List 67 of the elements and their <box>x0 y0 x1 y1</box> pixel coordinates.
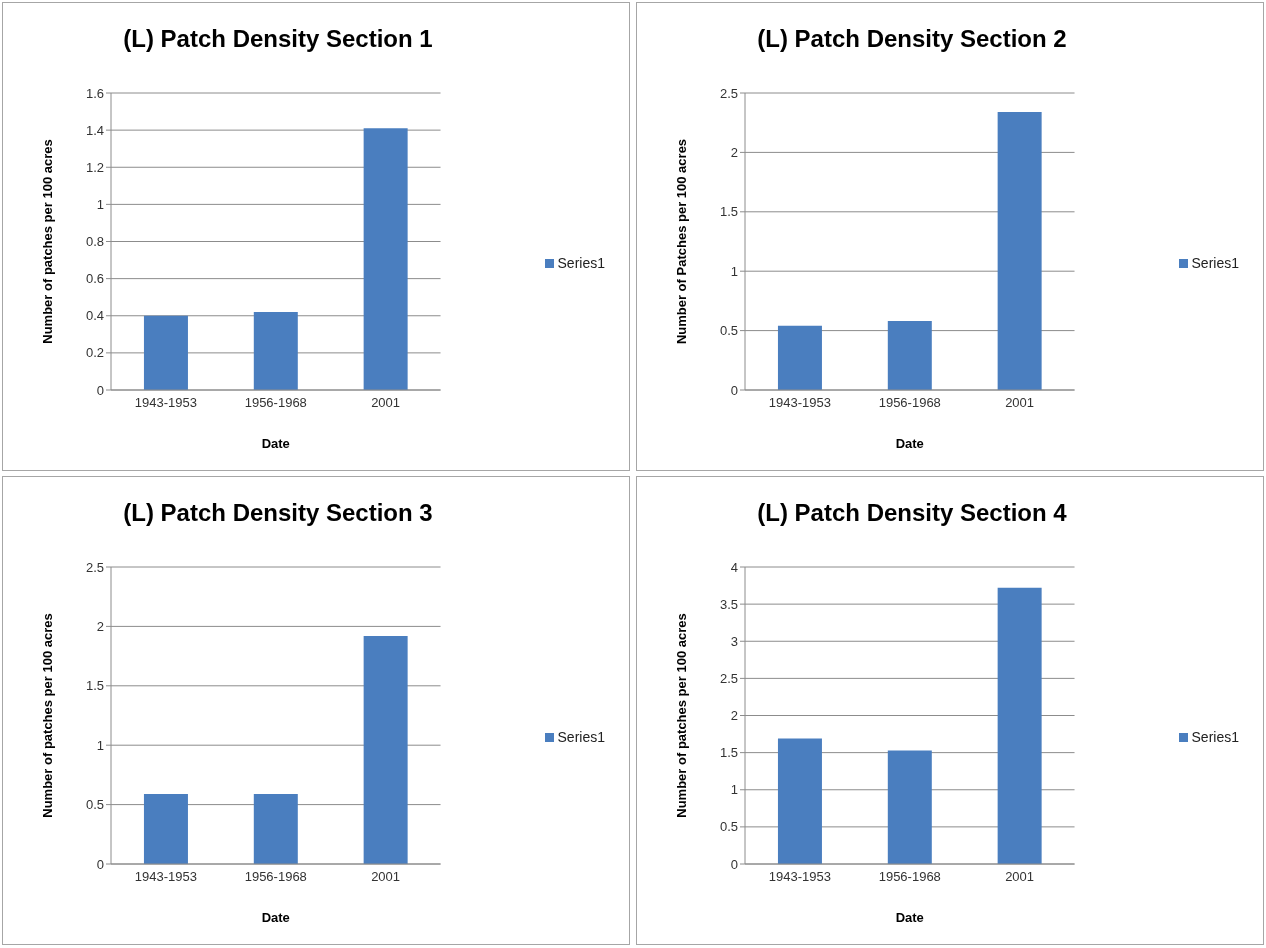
y-axis-title: Number of Patches per 100 acres <box>673 138 689 345</box>
y-tick-label: 0.4 <box>85 308 104 324</box>
y-tick-label: 1.5 <box>719 745 738 761</box>
legend-label: Series1 <box>557 254 605 271</box>
y-tick-label: 2.5 <box>85 559 104 575</box>
chart-title: (L) Patch Density Section 1 <box>122 25 434 53</box>
x-tick-label: 2001 <box>1005 869 1035 885</box>
y-tick-label: 1.2 <box>85 159 104 175</box>
legend-label: Series1 <box>557 728 605 745</box>
legend-label: Series1 <box>1191 254 1239 271</box>
y-tick-label: 0.2 <box>85 345 104 361</box>
bar <box>363 128 408 390</box>
bar <box>997 112 1042 390</box>
bar <box>887 750 932 864</box>
y-tick-label: 1 <box>730 263 738 279</box>
x-tick-label: 2001 <box>1005 395 1035 411</box>
y-tick-label: 0.5 <box>85 797 104 813</box>
y-tick-label: 1 <box>96 737 104 753</box>
x-axis-title: Date <box>895 910 924 925</box>
y-tick-label: 1.5 <box>85 678 104 694</box>
x-tick-label: 1956-1968 <box>244 869 307 885</box>
y-tick-label: 0 <box>96 382 104 398</box>
y-axis-title: Number of patches per 100 acres <box>39 139 55 344</box>
y-tick-label: 3.5 <box>719 596 738 612</box>
y-tick-label: 1.4 <box>85 122 104 138</box>
y-tick-label: 3 <box>730 633 738 649</box>
x-tick-label: 1956-1968 <box>244 395 307 411</box>
y-tick-label: 0.8 <box>85 234 104 250</box>
bar <box>777 738 822 864</box>
y-tick-label: 1.5 <box>719 204 738 220</box>
chart-title: (L) Patch Density Section 2 <box>756 25 1068 53</box>
x-axis-title: Date <box>895 436 924 451</box>
y-tick-label: 0.5 <box>719 819 738 835</box>
x-axis-title: Date <box>261 910 290 925</box>
y-tick-label: 4 <box>730 559 738 575</box>
x-tick-label: 1943-1953 <box>768 395 832 411</box>
y-tick-label: 0 <box>96 856 104 872</box>
y-tick-label: 0 <box>730 856 738 872</box>
y-tick-label: 0.5 <box>719 323 738 339</box>
y-tick-label: 1 <box>96 196 104 212</box>
y-axis-title: Number of patches per 100 acres <box>673 613 689 818</box>
chart-title: (L) Patch Density Section 4 <box>756 499 1068 527</box>
chart-title: (L) Patch Density Section 3 <box>122 499 434 527</box>
y-axis-title: Number of patches per 100 acres <box>39 613 55 818</box>
x-tick-label: 1943-1953 <box>768 869 832 885</box>
y-tick-label: 0 <box>730 382 738 398</box>
x-tick-label: 2001 <box>371 395 401 411</box>
bar <box>777 325 822 390</box>
y-tick-label: 1.6 <box>85 85 104 101</box>
y-tick-label: 2 <box>730 145 738 161</box>
y-tick-label: 2 <box>730 708 738 724</box>
x-tick-label: 1956-1968 <box>878 869 941 885</box>
x-tick-label: 2001 <box>371 869 401 885</box>
y-tick-label: 1 <box>730 782 738 798</box>
y-tick-label: 2.5 <box>719 670 738 686</box>
x-axis-title: Date <box>261 436 290 451</box>
bar <box>143 315 188 390</box>
y-tick-label: 2.5 <box>719 85 738 101</box>
legend-label: Series1 <box>1191 728 1239 745</box>
bar <box>997 587 1042 864</box>
x-tick-label: 1943-1953 <box>134 869 198 885</box>
x-tick-label: 1956-1968 <box>878 395 941 411</box>
bar <box>253 312 298 390</box>
bar <box>887 321 932 390</box>
y-tick-label: 2 <box>96 619 104 635</box>
x-tick-label: 1943-1953 <box>134 395 198 411</box>
y-tick-label: 0.6 <box>85 271 104 287</box>
